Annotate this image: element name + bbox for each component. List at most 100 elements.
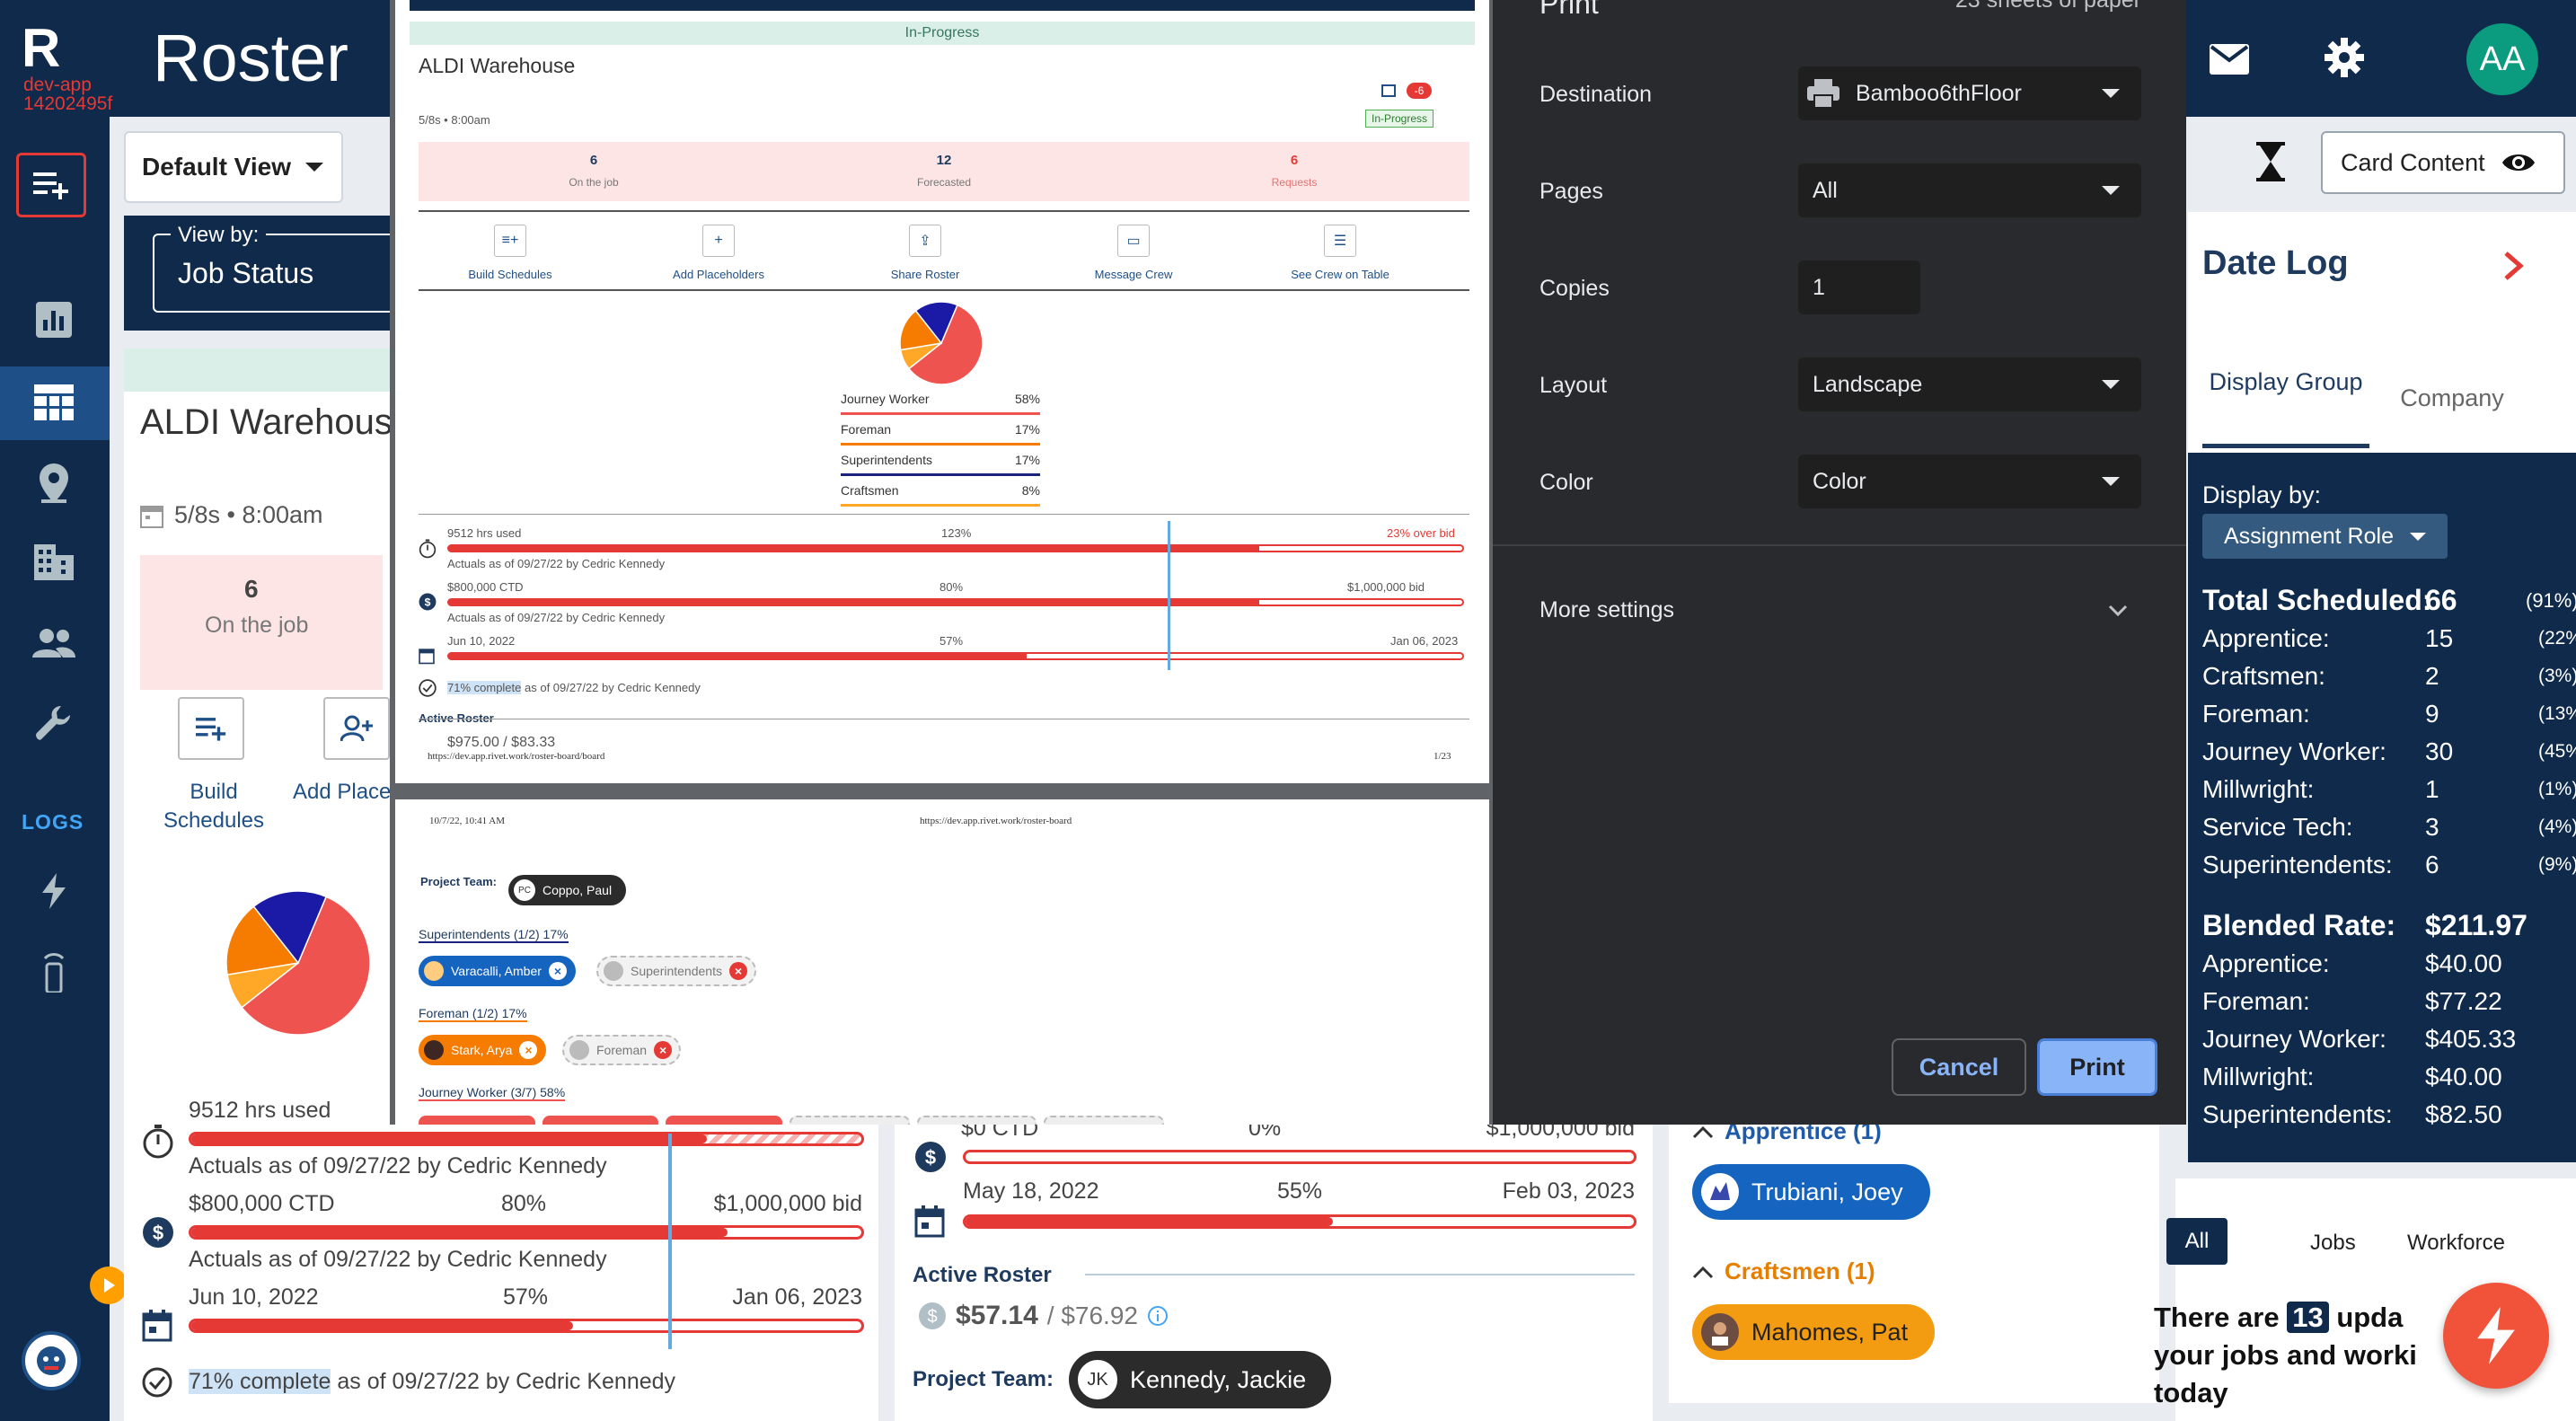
view-by-value: Job Status — [178, 257, 314, 289]
apprentice-chip[interactable]: Trubiani, Joey — [1692, 1164, 1930, 1220]
more-settings-toggle[interactable]: More settings — [1539, 597, 1675, 622]
card-content-button[interactable]: Card Content — [2321, 131, 2565, 194]
rate-role-name: Millwright: — [2202, 1063, 2315, 1090]
craftsmen-chip[interactable]: Mahomes, Pat — [1692, 1304, 1936, 1360]
build-schedules-button[interactable] — [178, 697, 244, 760]
time-progress-bar — [189, 1319, 864, 1333]
lightning-icon[interactable] — [27, 864, 81, 918]
project-team-label: Project Team: — [913, 1367, 1054, 1391]
copies-input[interactable]: 1 — [1798, 260, 1920, 314]
color-select[interactable]: Color — [1798, 455, 2141, 508]
default-view-dropdown[interactable]: Default View — [124, 131, 343, 203]
job-title[interactable]: ALDI Warehouse — [140, 402, 413, 442]
role-name: Craftsmen: — [2202, 662, 2325, 690]
preview-ctd: $800,000 CTD — [447, 580, 524, 594]
info-icon — [1147, 1306, 1168, 1326]
chevron-right-icon[interactable] — [2502, 250, 2524, 282]
pie-slice-foreman — [225, 905, 300, 976]
page-title: Roster — [153, 21, 348, 95]
time-percent-2: 55% — [1277, 1178, 1323, 1204]
build-schedules-label[interactable]: Build Schedules — [163, 780, 265, 833]
tab-display-group[interactable]: Display Group — [2209, 368, 2363, 395]
signal-device-icon[interactable] — [27, 945, 81, 999]
role-percent: (1%) — [2538, 779, 2576, 799]
feed-message: There are 13 upda your jobs and worki toda… — [2154, 1302, 2417, 1408]
display-by-label: Display by: — [2202, 481, 2322, 508]
pages-select[interactable]: All — [1798, 163, 2141, 217]
total-scheduled-label: Total Scheduled: — [2202, 584, 2432, 616]
role-percent: (4%) — [2538, 816, 2576, 837]
divider — [1493, 544, 2186, 546]
location-pin-icon[interactable] — [27, 456, 81, 510]
rate-value: $82.50 — [2425, 1100, 2502, 1128]
feed-tab-all[interactable]: All — [2166, 1218, 2228, 1265]
dollar-icon: $ — [142, 1216, 174, 1249]
destination-select[interactable]: Bamboo6thFloor — [1798, 66, 2141, 120]
role-count: 30 — [2425, 737, 2454, 765]
time-percent: 57% — [503, 1284, 549, 1310]
quick-action-button[interactable] — [2443, 1283, 2549, 1389]
preview-badge: -6 — [1407, 83, 1432, 99]
start-date: Jun 10, 2022 — [189, 1284, 319, 1310]
chevron-down-icon[interactable] — [2107, 604, 2129, 618]
mail-icon[interactable] — [2202, 32, 2256, 86]
feed-tab-jobs[interactable]: Jobs — [2310, 1231, 2356, 1255]
destination-label: Destination — [1539, 82, 1653, 107]
preview-action-label: Message Crew — [1094, 268, 1173, 281]
preview-stat-num: 12 — [936, 153, 952, 168]
preview-legend-row: Foreman 17% — [841, 422, 1040, 446]
new-schedule-button[interactable] — [16, 153, 86, 217]
role-count: 9 — [2425, 700, 2439, 728]
cancel-button[interactable]: Cancel — [1892, 1038, 2026, 1096]
app-logo[interactable]: R — [22, 18, 61, 78]
preview-project-team-label: Project Team: — [420, 875, 498, 888]
chart-icon[interactable] — [27, 293, 81, 347]
preview-job-title: ALDI Warehouse — [419, 54, 576, 77]
preview-status-bar: In-Progress — [410, 22, 1475, 45]
expand-sidebar-button[interactable] — [90, 1267, 128, 1304]
calendar-icon — [142, 1310, 172, 1342]
user-avatar[interactable]: AA — [2466, 23, 2538, 95]
role-count: 1 — [2425, 775, 2439, 803]
eye-icon — [2501, 154, 2535, 171]
on-job-stat[interactable] — [140, 555, 383, 690]
remove-icon: × — [654, 1041, 673, 1059]
people-icon[interactable] — [27, 616, 81, 670]
team-member-chip[interactable]: JK Kennedy, Jackie — [1069, 1351, 1332, 1408]
gear-icon[interactable] — [2317, 31, 2371, 84]
add-placeholders-button[interactable] — [323, 697, 390, 760]
table-icon[interactable] — [27, 375, 81, 429]
preview-action-label: See Crew on Table — [1291, 268, 1389, 281]
role-name: Apprentice: — [2202, 624, 2330, 652]
display-by-select[interactable]: Assignment Role — [2202, 514, 2448, 559]
role-count: 2 — [2425, 662, 2439, 690]
env-label: dev-app 14202495f — [23, 75, 113, 114]
preview-footer-url: https://dev.app.rivet.work/roster-board/… — [428, 751, 605, 762]
feed-tab-workforce[interactable]: Workforce — [2407, 1231, 2505, 1255]
craftsmen-group-header[interactable]: Craftsmen (1) — [1692, 1258, 1875, 1285]
role-count: 15 — [2425, 624, 2454, 652]
layout-select[interactable]: Landscape — [1798, 357, 2141, 411]
check-circle-icon — [142, 1367, 172, 1398]
tab-company[interactable]: Company — [2400, 384, 2504, 411]
preview-date: 5/8s • 8:00am — [419, 113, 490, 127]
chevron-up-icon — [1692, 1266, 1714, 1278]
end-date-2: Feb 03, 2023 — [1502, 1178, 1635, 1204]
date-log-header — [2188, 212, 2576, 453]
preview-legend-row: Superintendents 17% — [841, 453, 1040, 476]
rate-role-name: Superintendents: — [2202, 1100, 2393, 1128]
assistant-avatar[interactable] — [22, 1331, 81, 1390]
preview-ctd-bar — [447, 598, 1464, 606]
preview-hrs-pct: 123% — [941, 526, 972, 540]
preview-supt-chip: Varacalli, Amber × — [419, 956, 576, 986]
preview-legend-row: Craftsmen 8% — [841, 483, 1040, 507]
rate-role-name: Apprentice: — [2202, 949, 2330, 977]
preview-action-icon: ⇪ — [909, 225, 941, 257]
print-button[interactable]: Print — [2037, 1038, 2157, 1096]
building-icon[interactable] — [27, 535, 81, 589]
hourglass-icon[interactable] — [2256, 142, 2285, 187]
stopwatch-icon — [419, 539, 437, 559]
preview-action-icon: ▭ — [1117, 225, 1150, 257]
team-avatar: JK — [1078, 1360, 1117, 1399]
wrench-icon[interactable] — [27, 697, 81, 751]
